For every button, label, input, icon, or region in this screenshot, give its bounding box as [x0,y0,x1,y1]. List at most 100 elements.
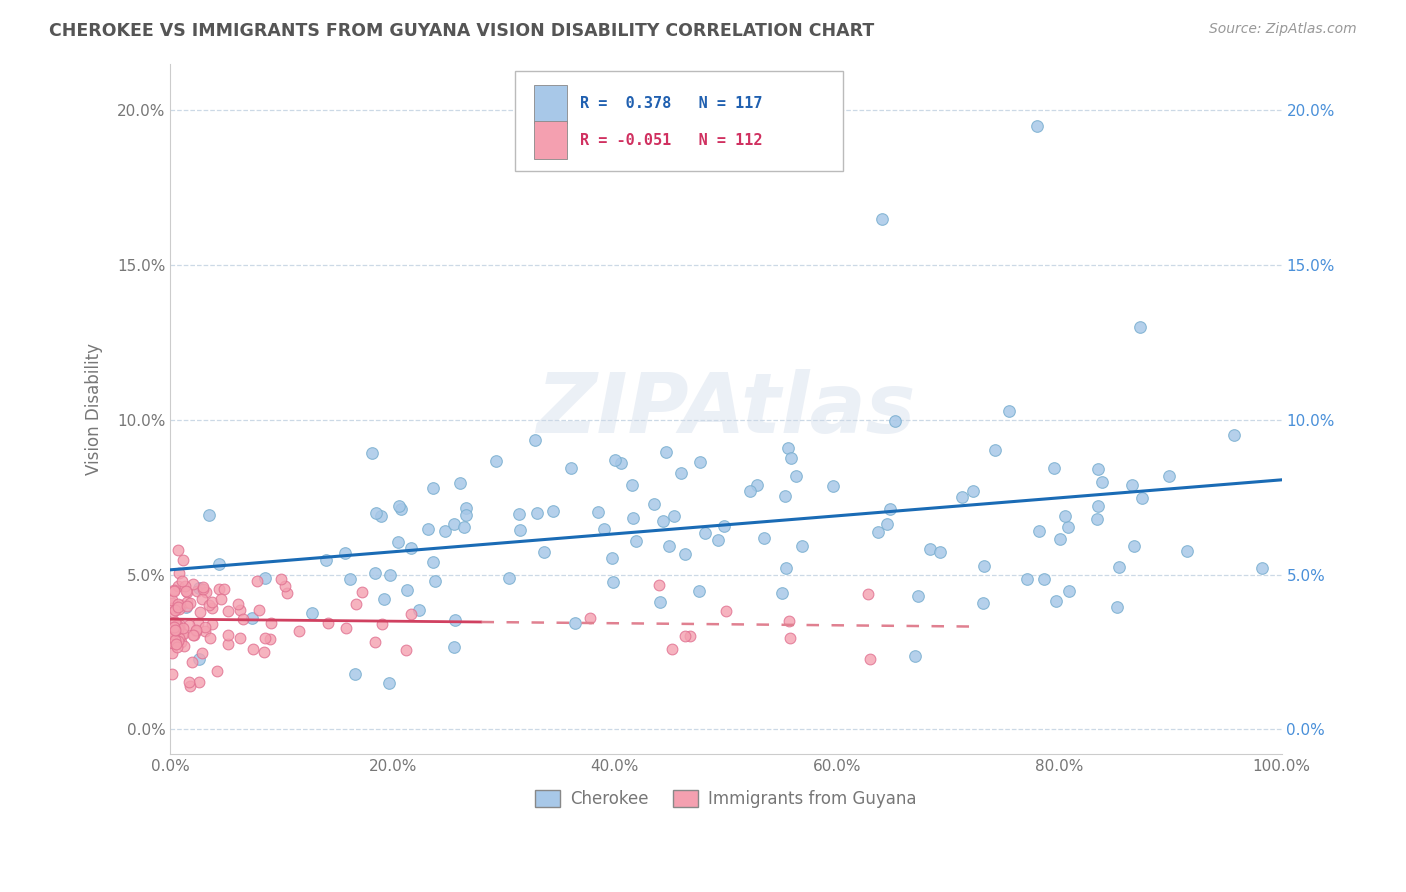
Point [288,624,311,638]
Text: R = -0.051   N = 112: R = -0.051 N = 112 [581,133,763,148]
Point [242,642,264,657]
Point [422,481,444,495]
Point [679,629,702,643]
Point [1087,499,1109,513]
Point [399,607,422,622]
Point [560,461,582,475]
Point [378,567,401,582]
Point [526,506,548,520]
Point [217,637,239,651]
Point [776,441,799,455]
Point [167,598,190,612]
Point [184,623,207,637]
Point [366,506,388,520]
Point [201,617,224,632]
Y-axis label: Vision Disability: Vision Disability [86,343,103,475]
Point [344,598,367,612]
Point [198,631,221,645]
Point [1057,584,1080,599]
Point [260,615,283,630]
Point [167,543,190,558]
Point [253,571,276,585]
Point [163,620,186,634]
Point [335,621,357,635]
Point [778,614,800,628]
Point [1042,460,1064,475]
Point [373,591,395,606]
Point [929,545,952,559]
Point [950,490,973,504]
Point [229,631,252,645]
Point [395,582,418,597]
Point [179,679,201,693]
Point [167,566,190,580]
Point [167,631,190,645]
Point [1053,508,1076,523]
Text: CHEROKEE VS IMMIGRANTS FROM GUYANA VISION DISABILITY CORRELATION CHART: CHEROKEE VS IMMIGRANTS FROM GUYANA VISIO… [49,22,875,40]
Point [773,489,796,503]
Point [187,674,209,689]
Point [170,598,193,612]
Point [162,627,184,641]
Point [195,585,218,599]
Point [191,646,214,660]
Point [876,516,898,531]
Point [187,652,209,666]
Point [408,603,430,617]
Point [181,576,204,591]
Point [167,579,190,593]
Point [160,646,183,660]
Point [790,539,813,553]
Point [163,623,186,637]
Point [621,511,644,525]
Point [363,566,385,581]
Point [1159,469,1181,483]
Point [907,589,929,603]
FancyBboxPatch shape [534,85,567,123]
Point [344,666,367,681]
Point [508,507,530,521]
Point [166,640,188,654]
Point [170,635,193,649]
Point [167,623,190,637]
Point [339,572,361,586]
Point [673,629,696,643]
Point [229,603,252,617]
Point [973,558,995,573]
Point [389,501,412,516]
Point [533,545,555,559]
Point [246,574,269,589]
Point [870,211,893,226]
Point [217,628,239,642]
Point [1121,477,1143,491]
Point [1087,462,1109,476]
Point [602,575,624,590]
Point [333,546,356,560]
Point [713,519,735,533]
Point [485,453,508,467]
Point [524,433,547,447]
Point [160,631,183,645]
Point [648,578,671,592]
Point [191,580,214,594]
Point [443,640,465,654]
Point [785,469,807,483]
Point [433,524,456,539]
Point [162,636,184,650]
Point [422,555,444,569]
Point [620,478,643,492]
Point [205,664,228,678]
Point [253,645,276,659]
Point [174,599,197,614]
Point [658,539,681,553]
Point [740,484,762,499]
Point [509,523,531,537]
Point [586,505,609,519]
Point [879,502,901,516]
Point [388,500,411,514]
Point [972,596,994,610]
Point [179,675,201,690]
Point [371,616,394,631]
Point [673,547,696,561]
Point [172,627,194,641]
